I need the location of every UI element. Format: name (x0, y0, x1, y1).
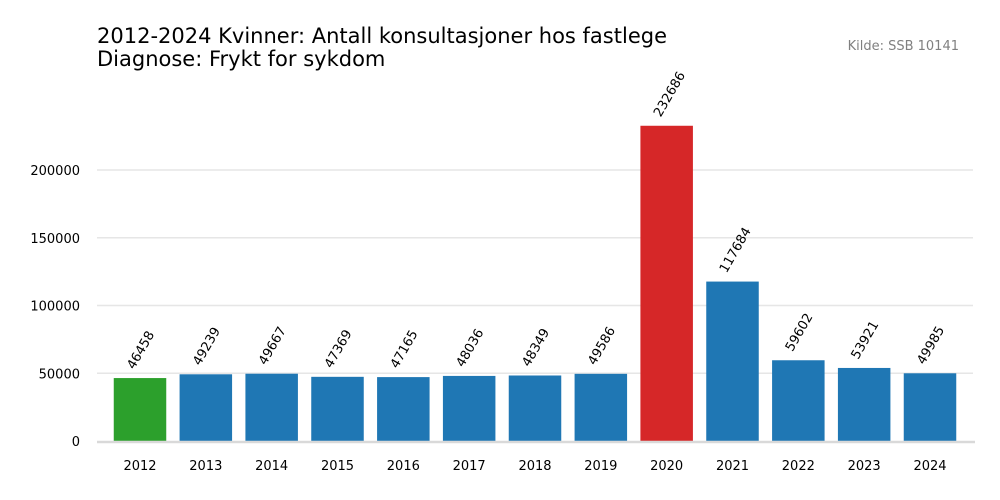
data-label: 49239 (190, 325, 224, 368)
grid-layer (97, 169, 973, 375)
x-tick-label: 2013 (189, 459, 222, 474)
x-tick-label: 2023 (848, 459, 881, 474)
data-label: 117684 (717, 225, 755, 275)
chart-title-line2: Diagnose: Frykt for sykdom (97, 47, 385, 71)
y-tick-label: 0 (72, 435, 80, 450)
bar (245, 373, 298, 441)
x-tick-label: 2017 (453, 459, 486, 474)
data-label: 47165 (388, 328, 422, 371)
y-tick-label: 200000 (30, 164, 80, 179)
bar (574, 373, 628, 441)
bar (442, 375, 496, 441)
bar (640, 125, 693, 441)
y-tick-label: 100000 (30, 300, 80, 315)
data-labels-layer: 46458 49239 49667 47369 47165 48036 48349 49586… (124, 69, 948, 372)
x-axis: 2012 2013 2014 2015 2016 2017 2018 2019 2020 2021… (97, 440, 975, 474)
x-tick-label: 2019 (584, 459, 617, 474)
data-label: 47369 (322, 328, 356, 371)
bar (903, 373, 957, 441)
bars-layer (113, 125, 957, 441)
data-label: 49667 (256, 324, 290, 367)
chart-title-line1: 2012-2024 Kvinner: Antall konsultasjoner… (97, 24, 667, 48)
y-tick-label: 150000 (30, 232, 80, 247)
x-tick-label: 2021 (716, 459, 749, 474)
data-label: 59602 (783, 311, 817, 354)
data-label: 49985 (914, 324, 948, 367)
bar (377, 377, 430, 441)
source-note: Kilde: SSB 10141 (848, 39, 959, 54)
x-tick-label: 2020 (650, 459, 683, 474)
bar (772, 360, 825, 441)
bar (706, 281, 759, 441)
data-label: 46458 (124, 329, 158, 372)
data-label: 48349 (519, 326, 553, 369)
bar (837, 367, 891, 441)
y-axis: 0 50000 100000 150000 200000 (30, 164, 80, 450)
bar (113, 378, 167, 441)
x-tick-label: 2024 (913, 459, 946, 474)
x-tick-label: 2012 (123, 459, 156, 474)
bar (179, 374, 233, 441)
x-tick-label: 2015 (321, 459, 354, 474)
x-tick-label: 2014 (255, 459, 288, 474)
bar (311, 376, 364, 441)
x-tick-label: 2016 (387, 459, 420, 474)
x-tick-label: 2022 (782, 459, 815, 474)
data-label: 49586 (585, 325, 619, 368)
x-tick-label: 2018 (518, 459, 551, 474)
data-label: 232686 (651, 69, 689, 119)
data-label: 53921 (849, 319, 883, 362)
data-label: 48036 (454, 327, 488, 370)
bar (508, 375, 562, 441)
y-tick-label: 50000 (39, 367, 80, 382)
